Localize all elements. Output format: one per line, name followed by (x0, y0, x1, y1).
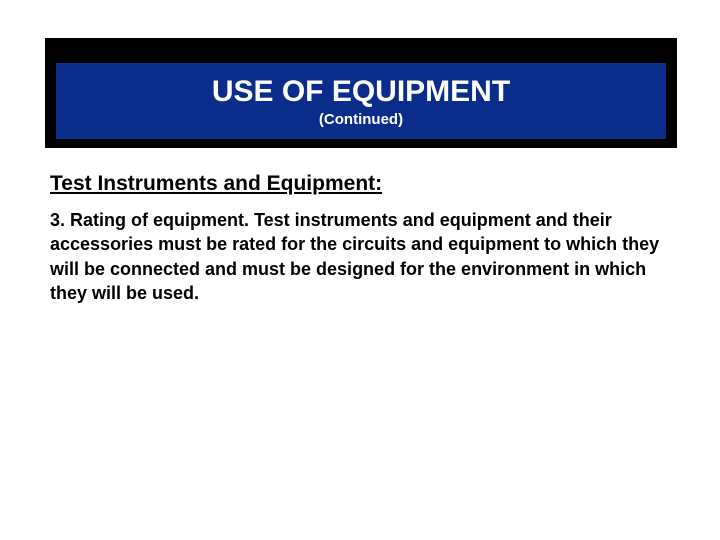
section-heading: Test Instruments and Equipment: (50, 172, 382, 196)
header-title: USE OF EQUIPMENT (212, 75, 510, 109)
header-container: USE OF EQUIPMENT (Continued) (45, 38, 677, 148)
body-text: 3. Rating of equipment. Test instruments… (50, 208, 670, 305)
header-subtitle: (Continued) (319, 111, 403, 128)
header-inner: USE OF EQUIPMENT (Continued) (56, 63, 666, 139)
